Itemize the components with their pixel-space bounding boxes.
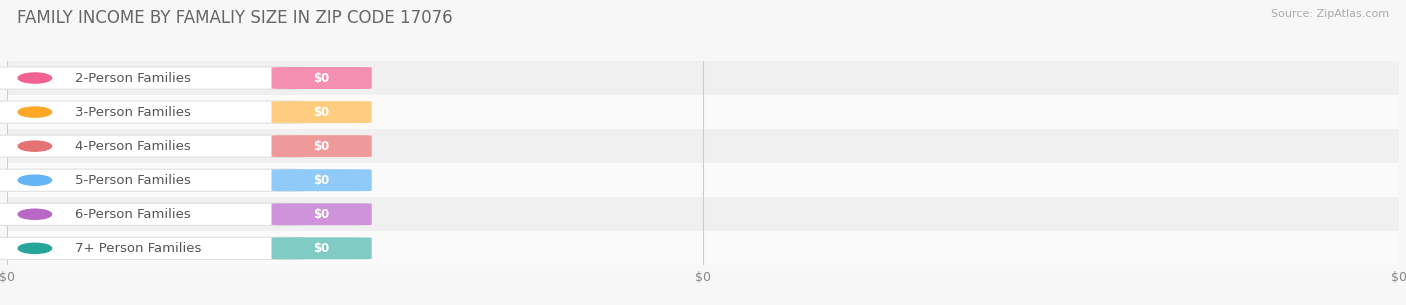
Text: $0: $0 <box>314 174 330 187</box>
FancyBboxPatch shape <box>0 203 305 225</box>
Text: $0: $0 <box>314 242 330 255</box>
FancyBboxPatch shape <box>271 169 371 191</box>
Ellipse shape <box>18 243 52 253</box>
FancyBboxPatch shape <box>271 237 371 259</box>
Text: $0: $0 <box>314 140 330 152</box>
FancyBboxPatch shape <box>271 135 371 157</box>
Bar <box>7 231 1399 265</box>
FancyBboxPatch shape <box>0 169 305 191</box>
Text: 2-Person Families: 2-Person Families <box>76 72 191 84</box>
Text: $0: $0 <box>314 72 330 84</box>
Bar <box>7 129 1399 163</box>
FancyBboxPatch shape <box>0 101 305 123</box>
Text: 3-Person Families: 3-Person Families <box>76 106 191 119</box>
Ellipse shape <box>18 73 52 83</box>
Text: 4-Person Families: 4-Person Families <box>76 140 191 152</box>
Bar <box>7 163 1399 197</box>
FancyBboxPatch shape <box>0 135 305 157</box>
Ellipse shape <box>18 107 52 117</box>
FancyBboxPatch shape <box>0 237 305 259</box>
Bar <box>7 95 1399 129</box>
Text: $0: $0 <box>314 208 330 221</box>
Text: FAMILY INCOME BY FAMALIY SIZE IN ZIP CODE 17076: FAMILY INCOME BY FAMALIY SIZE IN ZIP COD… <box>17 9 453 27</box>
Ellipse shape <box>18 141 52 151</box>
FancyBboxPatch shape <box>271 101 371 123</box>
Text: 7+ Person Families: 7+ Person Families <box>76 242 201 255</box>
Text: 6-Person Families: 6-Person Families <box>76 208 191 221</box>
Text: $0: $0 <box>314 106 330 119</box>
Text: Source: ZipAtlas.com: Source: ZipAtlas.com <box>1271 9 1389 19</box>
Ellipse shape <box>18 209 52 219</box>
FancyBboxPatch shape <box>0 67 305 89</box>
FancyBboxPatch shape <box>271 67 371 89</box>
Bar <box>7 61 1399 95</box>
Text: 5-Person Families: 5-Person Families <box>76 174 191 187</box>
Ellipse shape <box>18 175 52 185</box>
Bar <box>7 197 1399 231</box>
FancyBboxPatch shape <box>271 203 371 225</box>
